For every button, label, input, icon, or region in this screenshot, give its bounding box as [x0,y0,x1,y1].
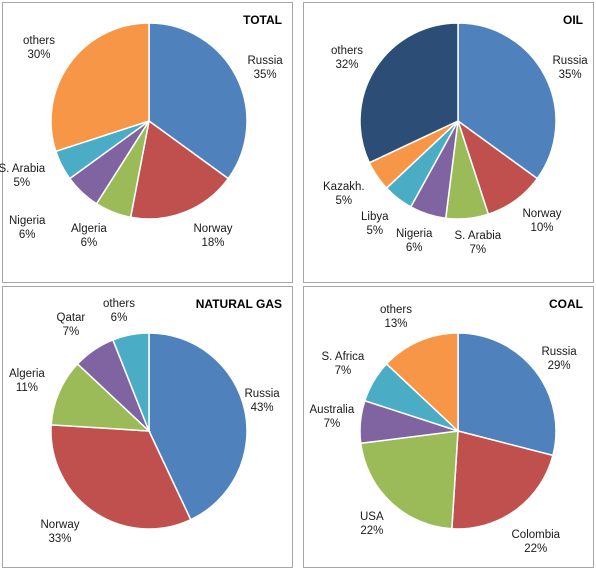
pie-slice-russia [457,22,557,180]
pie-slice-russia [148,332,248,521]
slice-percent: 7% [334,365,352,377]
slice-percent: 11% [15,382,38,394]
pie-slice-russia [148,22,248,180]
pie-chart-natural-gas: NATURAL GAS Russia 43% Norway 33% Algeria 11%… [2,286,293,568]
slice-label-others: others 32% [331,44,363,72]
slice-name: S. Arabia [0,163,46,175]
slice-label-nigeria: Nigeria 6% [396,227,432,255]
pie-natural-gas-svg [50,332,248,530]
slice-name: Russia [552,55,588,67]
slice-percent: 22% [524,543,548,555]
slice-name: others [23,35,55,47]
slice-percent: 7% [62,326,80,338]
slice-percent: 5% [335,195,353,207]
slice-label-others: others 13% [380,303,412,331]
slice-percent: 6% [405,242,423,254]
slice-percent: 22% [360,525,384,537]
slice-name: Qatar [56,312,86,324]
pie-slice-usa [359,430,459,530]
slice-percent: 6% [110,312,128,324]
slice-name: Nigeria [9,215,46,227]
slice-percent: 13% [384,318,408,330]
slice-percent: 35% [253,69,277,81]
slice-label-russia: Russia 43% [245,387,280,415]
slice-name: others [331,45,363,57]
slice-name: Australia [309,404,355,416]
chart-title-coal: COAL [549,297,583,311]
pie-slice-others [359,22,459,164]
slice-name: Kazakh. [323,181,365,193]
slice-percent: 35% [558,69,582,81]
slice-name: USA [360,511,384,523]
pie-slice-norway [50,424,192,530]
slice-name: Colombia [511,529,561,541]
pie-slice-russia [457,332,557,457]
slice-percent: 30% [27,49,51,61]
chart-title-oil: OIL [563,13,583,27]
slice-label-norway: Norway 18% [194,222,233,250]
slice-name: Russia [247,55,283,67]
chart-title-natural-gas: NATURAL GAS [195,297,282,311]
pie-coal-svg [359,332,557,530]
slice-percent: 18% [201,237,225,249]
slice-label-others: others 6% [103,297,135,325]
slice-percent: 5% [366,225,384,237]
slice-label-russia: Russia 35% [248,54,283,82]
slice-percent: 7% [469,244,487,256]
slice-name: Russia [244,388,280,400]
slice-name: Algeria [9,368,45,380]
pie-slice-others [385,332,459,433]
slice-name: S. Arabia [454,230,502,242]
slice-percent: 6% [18,229,36,241]
slice-name: Norway [522,208,562,220]
slice-name: others [103,298,135,310]
slice-percent: 43% [250,402,274,414]
pie-slice-colombia [451,430,554,530]
slice-name: Libya [361,211,389,223]
slice-label-algeria: Algeria 6% [71,222,107,250]
slice-label-qatar: Qatar 7% [57,311,86,339]
slice-percent: 6% [80,237,98,249]
slice-name: Russia [541,346,577,358]
slice-percent: 32% [335,59,359,71]
slice-label-usa: USA 22% [360,510,384,538]
slice-percent: 29% [547,360,571,372]
slice-name: S. Africa [321,351,365,363]
slice-label-s-arabia: S. Arabia 5% [0,162,45,190]
pie-oil-svg [359,22,557,220]
slice-name: others [380,304,412,316]
slice-label-algeria: Algeria 11% [9,367,45,395]
slice-label-colombia: Colombia 22% [512,528,561,556]
slice-label-others: others 30% [23,34,55,62]
pie-chart-oil: OIL Russia 35% Norway 10% S. Arabia 7% Nigeria… [303,2,594,283]
slice-percent: 10% [530,222,554,234]
slice-name: Norway [193,223,233,235]
pie-slice-algeria [50,362,152,432]
slice-label-australia: Australia 7% [310,403,355,431]
pie-total-svg [50,22,248,220]
slice-label-russia: Russia 35% [553,54,588,82]
pie-chart-coal: COAL Russia 29% Colombia 22% USA 22% Australia… [303,286,594,568]
slice-name: Algeria [71,223,107,235]
slice-label-russia: Russia 29% [542,345,577,373]
slice-label-kazakh: Kazakh. 5% [323,180,365,208]
slice-label-s-arabia: S. Arabia 7% [455,229,502,257]
pie-slice-others [111,332,150,432]
slice-label-norway: Norway 33% [41,518,80,546]
slice-label-nigeria: Nigeria 6% [9,214,45,242]
slice-percent: 7% [323,418,341,430]
slice-percent: 5% [13,177,31,189]
slice-label-norway: Norway 10% [523,207,562,235]
pie-slice-norway [129,119,230,220]
slice-label-libya: Libya 5% [361,210,389,238]
slice-name: Norway [40,519,80,531]
slice-name: Nigeria [396,228,433,240]
pie-chart-total: TOTAL Russia 35% Norway 18% Algeria 6% Nigeria… [0,2,293,283]
slice-percent: 33% [48,533,72,545]
chart-title-total: TOTAL [243,13,282,27]
pie-slice-others [50,22,150,153]
slice-label-s-africa: S. Africa 7% [322,350,365,378]
